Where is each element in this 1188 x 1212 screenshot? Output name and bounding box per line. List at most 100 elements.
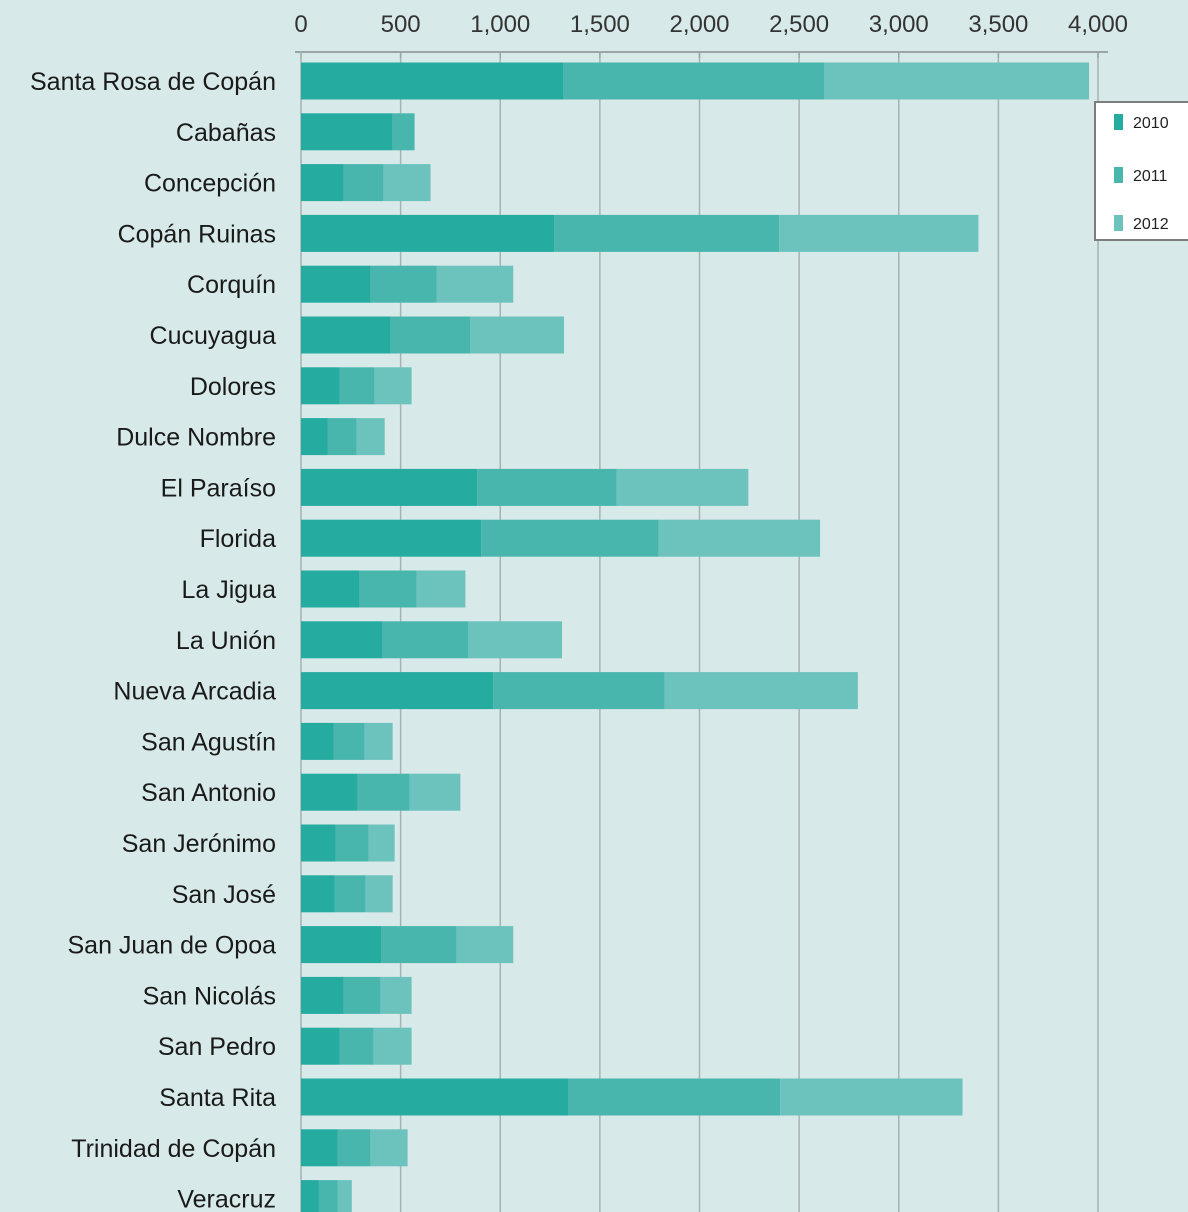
bar-row (301, 367, 412, 405)
x-tick-label: 1,500 (570, 11, 630, 38)
category-label: Cucuyagua (150, 322, 277, 350)
category-label: Santa Rita (159, 1084, 276, 1112)
bar-row (301, 621, 563, 659)
legend-box (1094, 101, 1188, 241)
legend-swatch-2010 (1114, 114, 1123, 130)
bar-row (301, 164, 431, 202)
category-label: San José (172, 881, 276, 909)
bar-segment-2010 (301, 316, 391, 354)
bar-segment-2011 (333, 722, 365, 760)
legend-swatch-2012 (1114, 215, 1123, 231)
bar-row (301, 1027, 412, 1065)
bar-segment-2010 (301, 1180, 319, 1212)
bar-row (301, 875, 393, 913)
bar-segment-2011 (370, 265, 437, 303)
bar-segment-2012 (373, 1027, 412, 1065)
bar-segment-2012 (664, 672, 858, 710)
bar-segment-2011 (343, 976, 381, 1014)
bar-segment-2010 (301, 1027, 340, 1065)
bar-segment-2012 (824, 62, 1090, 100)
category-label: San Jerónimo (122, 830, 276, 858)
legend-label: 2011 (1133, 168, 1168, 185)
bar-segment-2011 (337, 1129, 371, 1167)
legend-label: 2010 (1133, 115, 1169, 132)
bar-segment-2010 (301, 773, 358, 811)
bar-segment-2011 (327, 418, 357, 456)
bar-segment-2012 (780, 1078, 963, 1116)
category-label: San Agustín (141, 728, 276, 756)
bar-segment-2012 (356, 418, 385, 456)
category-label: Cabañas (176, 119, 276, 147)
category-label: Veracruz (177, 1186, 276, 1212)
bar-row (301, 214, 979, 252)
category-label: Dolores (190, 373, 276, 401)
bar-row (301, 570, 466, 608)
bar-segment-2010 (301, 367, 340, 405)
x-tick-label: 4,000 (1068, 11, 1128, 38)
bar-segment-2011 (554, 214, 780, 252)
bar-row (301, 265, 514, 303)
bar-row (301, 316, 565, 354)
bar-segment-2010 (301, 722, 334, 760)
bar-segment-2012 (616, 468, 749, 506)
bar-segment-2011 (357, 773, 410, 811)
bar-segment-2012 (470, 316, 565, 354)
bar-row (301, 672, 858, 710)
bar-row (301, 113, 415, 151)
x-tick-label: 0 (294, 11, 307, 38)
bar-segment-2010 (301, 1078, 568, 1116)
bar-segment-2011 (343, 164, 384, 202)
legend-swatch-2011 (1114, 167, 1123, 183)
legend: 2010 2011 2012 (1094, 101, 1188, 241)
bar-segment-2010 (301, 519, 482, 557)
bar-segment-2010 (301, 164, 344, 202)
bar-segment-2011 (334, 875, 366, 913)
bar-row (301, 824, 395, 862)
bar-row (301, 722, 393, 760)
x-tick-label: 2,500 (769, 11, 829, 38)
bar-segment-2012 (364, 722, 393, 760)
bar-segment-2012 (416, 570, 466, 608)
bar-segment-2012 (368, 824, 395, 862)
bar-row (301, 926, 514, 964)
bar-row (301, 1078, 963, 1116)
bar-segment-2010 (301, 621, 383, 659)
category-label: La Jigua (181, 576, 276, 604)
bar-segment-2012 (409, 773, 461, 811)
bar-segment-2010 (301, 418, 328, 456)
bar-segment-2010 (301, 926, 382, 964)
bar-segment-2012 (383, 164, 431, 202)
bar-row (301, 1129, 408, 1167)
bar-segment-2010 (301, 570, 360, 608)
x-tick-label: 500 (381, 11, 421, 38)
bar-row (301, 1180, 352, 1212)
bar-segment-2010 (301, 113, 393, 151)
bar-segment-2010 (301, 468, 478, 506)
bar-segment-2011 (382, 621, 469, 659)
category-label: El Paraíso (161, 474, 276, 502)
category-label: Corquín (187, 271, 276, 299)
bar-segment-2011 (339, 367, 375, 405)
bar-segment-2010 (301, 976, 344, 1014)
bar-row (301, 418, 385, 456)
category-label: San Juan de Opoa (68, 932, 277, 960)
bar-segment-2010 (301, 1129, 338, 1167)
bar-segment-2011 (392, 113, 415, 151)
bar-segment-2012 (436, 265, 514, 303)
bar-segment-2010 (301, 875, 335, 913)
bar-row (301, 519, 821, 557)
bar-segment-2010 (301, 62, 564, 100)
bar-segment-2012 (374, 367, 412, 405)
category-label: Concepción (144, 170, 276, 198)
bar-row (301, 62, 1090, 100)
category-label: Dulce Nombre (116, 424, 276, 452)
category-label: Florida (200, 525, 277, 553)
bar-segment-2010 (301, 824, 336, 862)
category-label: Trinidad de Copán (71, 1135, 276, 1163)
bar-segment-2011 (567, 1078, 781, 1116)
bar-segment-2011 (335, 824, 369, 862)
bar-segment-2011 (493, 672, 665, 710)
bar-segment-2011 (381, 926, 457, 964)
bar-segment-2011 (481, 519, 659, 557)
